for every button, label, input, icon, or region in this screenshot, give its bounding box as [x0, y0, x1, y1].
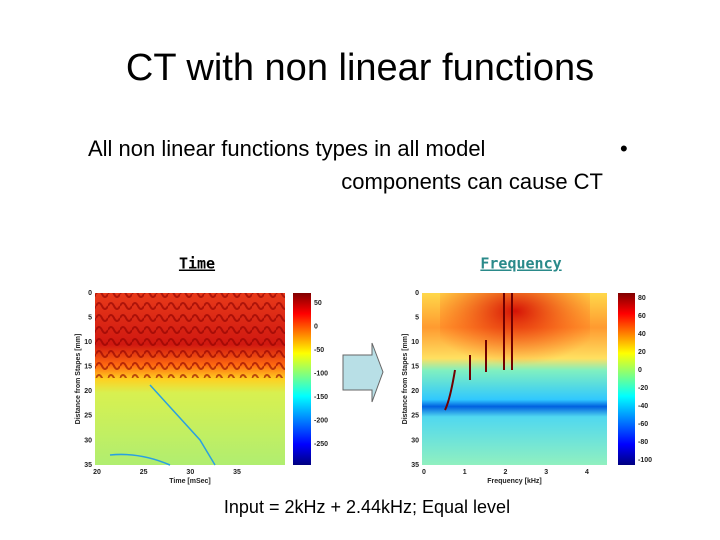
colorbar-label: -100 — [638, 457, 652, 464]
heatmap-hot — [440, 293, 590, 383]
y-tick-label: 30 — [411, 437, 419, 444]
colorbar — [293, 293, 311, 465]
x-tick-label: 2 — [504, 469, 508, 476]
colorbar-label: 50 — [314, 300, 322, 307]
colorbar-label: -40 — [638, 403, 648, 410]
y-tick-label: 20 — [411, 388, 419, 395]
x-axis-label: Frequency [kHz] — [487, 478, 541, 485]
colorbar-label: 60 — [638, 313, 646, 320]
x-tick-label: 35 — [233, 469, 241, 476]
y-tick-label: 30 — [84, 437, 92, 444]
bullet-line: All non linear functions types in all mo… — [88, 136, 485, 161]
colorbar-label: 20 — [638, 349, 646, 356]
y-tick-label: 35 — [411, 462, 419, 469]
y-tick-label: 5 — [415, 314, 419, 321]
colorbar — [618, 293, 635, 465]
x-tick-label: 3 — [544, 469, 548, 476]
colorbar-label: -80 — [638, 439, 648, 446]
colorbar-label: 0 — [314, 323, 318, 330]
caption: Input = 2kHz + 2.44kHz; Equal level — [224, 497, 510, 517]
x-axis-label: Time [mSec] — [169, 478, 211, 485]
y-tick-label: 10 — [411, 339, 419, 346]
bullet-marker: • — [620, 136, 628, 161]
colorbar-label: -150 — [314, 394, 328, 401]
arrow — [342, 342, 384, 403]
colorbar-label: -60 — [638, 421, 648, 428]
y-tick-label: 25 — [84, 413, 92, 420]
colorbar-label: 80 — [638, 295, 646, 302]
x-tick-label: 25 — [140, 469, 148, 476]
slide-title: CT with non linear functions — [126, 47, 594, 89]
bullet-line: components can cause CT — [341, 169, 603, 194]
panel-label: Time — [179, 255, 215, 273]
colorbar-label: 40 — [638, 331, 646, 338]
colorbar-label: -200 — [314, 417, 328, 424]
y-tick-label: 15 — [411, 364, 419, 371]
x-tick-label: 4 — [585, 469, 589, 476]
y-axis-label: Distance from Stapes [mm] — [402, 334, 409, 425]
y-tick-label: 0 — [88, 290, 92, 297]
heatmap-contour — [109, 384, 216, 466]
y-tick-label: 10 — [84, 339, 92, 346]
colorbar-label: -100 — [314, 370, 328, 377]
y-tick-label: 0 — [415, 290, 419, 297]
colorbar-label: -250 — [314, 441, 328, 448]
y-tick-label: 25 — [411, 413, 419, 420]
y-axis-label: Distance from Stapes [mm] — [75, 334, 82, 425]
x-tick-label: 30 — [186, 469, 194, 476]
y-tick-label: 20 — [84, 388, 92, 395]
x-tick-label: 0 — [422, 469, 426, 476]
heatmap-line — [444, 293, 513, 411]
panel-label: Frequency — [480, 255, 561, 273]
colorbar-label: -20 — [638, 385, 648, 392]
x-tick-label: 1 — [463, 469, 467, 476]
colorbar-label: -50 — [314, 347, 324, 354]
heatmap-texture — [95, 293, 285, 378]
y-tick-label: 15 — [84, 364, 92, 371]
y-tick-label: 35 — [84, 462, 92, 469]
x-tick-label: 20 — [93, 469, 101, 476]
colorbar-label: 0 — [638, 367, 642, 374]
y-tick-label: 5 — [88, 314, 92, 321]
